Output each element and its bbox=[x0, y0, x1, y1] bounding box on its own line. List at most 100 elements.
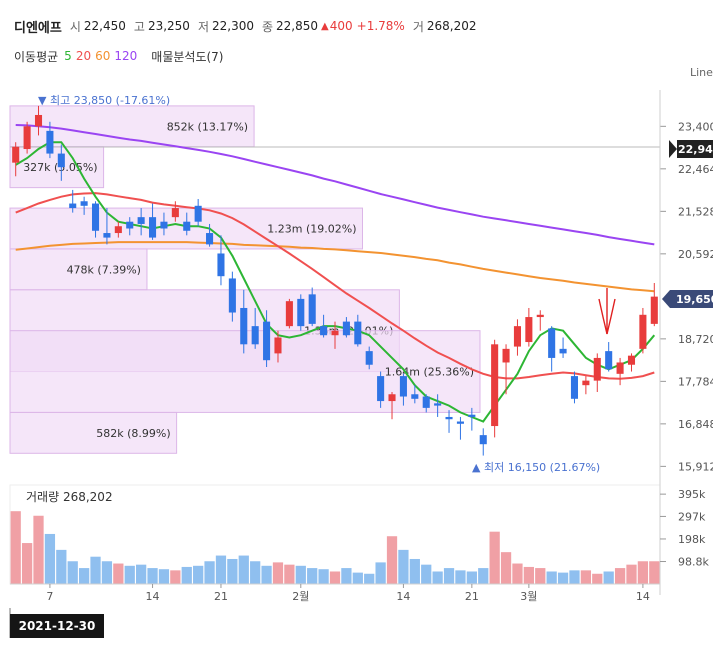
ma-title: 이동평균 bbox=[14, 49, 59, 64]
x-tick-label: 3월 bbox=[520, 590, 537, 603]
candle-body bbox=[331, 330, 339, 336]
candle-body bbox=[377, 376, 385, 402]
volume-profile-label: 852k (13.17%) bbox=[167, 120, 248, 133]
price-tick-label: 22,464 bbox=[678, 163, 713, 176]
volume-bar bbox=[193, 565, 204, 584]
candle-body bbox=[388, 394, 396, 402]
volume-bar bbox=[637, 561, 649, 584]
candle-body bbox=[34, 114, 43, 127]
candle-body bbox=[228, 278, 236, 313]
ma-60-line bbox=[15, 241, 655, 293]
candle-body bbox=[582, 380, 590, 386]
volume-bar bbox=[341, 568, 352, 584]
stock-name[interactable]: 디엔에프 bbox=[14, 20, 62, 36]
candle-body bbox=[206, 233, 214, 245]
candle-body bbox=[297, 298, 305, 327]
current-price-label: 22,946 bbox=[678, 143, 713, 156]
candle-body bbox=[171, 208, 179, 218]
volume-bar bbox=[398, 549, 409, 584]
volume-bar bbox=[569, 570, 580, 584]
volume-bar bbox=[33, 515, 44, 584]
candle-body bbox=[627, 355, 636, 365]
volume-bar bbox=[603, 571, 614, 584]
volume-value: 268,202 bbox=[426, 19, 477, 33]
x-tick-label: 21 bbox=[465, 590, 479, 603]
volume-bar bbox=[489, 531, 500, 584]
candle-body bbox=[342, 321, 350, 336]
volume-tick-label: 297k bbox=[678, 510, 706, 523]
volume-profile-label[interactable]: 매물분석도(7) bbox=[151, 49, 224, 64]
candle-body bbox=[12, 146, 20, 163]
candle-body bbox=[274, 337, 282, 354]
close-value: 22,850 bbox=[276, 19, 319, 33]
x-tick-label: 21 bbox=[214, 590, 228, 603]
volume-bar bbox=[101, 561, 113, 584]
candle-body bbox=[513, 326, 521, 347]
candle-body bbox=[114, 226, 122, 234]
moving-average-layer bbox=[15, 124, 656, 423]
volume-profile-label: 1.23m (19.02%) bbox=[267, 223, 356, 236]
volume-bar bbox=[364, 573, 375, 584]
volume-bar bbox=[261, 565, 272, 584]
candle-body bbox=[445, 416, 453, 420]
open-label: 시 bbox=[69, 19, 81, 34]
volume-bar bbox=[329, 571, 341, 584]
volume-tick-label: 198k bbox=[678, 533, 706, 546]
candle-body bbox=[285, 301, 293, 327]
candle-body bbox=[616, 362, 624, 374]
volume-bar bbox=[512, 563, 523, 584]
high-label: 고 bbox=[133, 19, 145, 34]
volume-bar bbox=[238, 555, 249, 584]
ma-20-label[interactable]: 20 bbox=[75, 49, 92, 63]
ma-60-label[interactable]: 60 bbox=[95, 49, 111, 63]
volume-bar bbox=[432, 571, 443, 584]
period-low-marker: ▲ 최저 16,150 (21.67%) bbox=[472, 461, 600, 474]
volume-bar bbox=[614, 568, 626, 584]
volume-bar bbox=[113, 563, 124, 584]
open-value: 22,450 bbox=[83, 19, 126, 33]
candle-body bbox=[605, 351, 613, 370]
last-price-tag: 19,650 bbox=[662, 290, 713, 308]
candle-body bbox=[570, 376, 579, 399]
volume-bar bbox=[158, 569, 170, 584]
candle-body bbox=[491, 344, 499, 427]
x-tick-label: 14 bbox=[146, 590, 160, 603]
volume-bar bbox=[455, 570, 466, 584]
change-value: 400 bbox=[329, 19, 353, 33]
candle-body bbox=[80, 201, 88, 206]
candle-layer bbox=[12, 105, 658, 456]
volume-bar bbox=[626, 564, 637, 584]
candle-body bbox=[548, 328, 556, 358]
price-tick-label: 21,528 bbox=[678, 205, 713, 218]
volume-bar bbox=[67, 561, 78, 584]
close-label: 종 bbox=[261, 19, 274, 34]
candle-body bbox=[194, 205, 202, 222]
x-tick-label: 7 bbox=[46, 590, 53, 603]
candle-body bbox=[126, 221, 134, 229]
volume-bar bbox=[227, 558, 238, 584]
ma-120-label[interactable]: 120 bbox=[114, 49, 138, 63]
candle-body bbox=[468, 414, 476, 417]
candle-body bbox=[593, 357, 601, 381]
low-label: 저 bbox=[197, 19, 209, 34]
candle-body bbox=[46, 130, 54, 154]
volume-bar bbox=[204, 561, 215, 584]
line-type-button[interactable]: Line bbox=[690, 66, 713, 79]
ma-5-label[interactable]: 5 bbox=[64, 49, 72, 63]
x-tick-label: 14 bbox=[636, 590, 650, 603]
volume-profile-box bbox=[9, 248, 148, 291]
axis-layer: 23,400 22,464 21,528 20,592 18,720 17,784 16,8… bbox=[10, 90, 713, 603]
moving-average-legend[interactable]: 이동평균 5 20 60 120 매물분석도(7) bbox=[14, 47, 229, 65]
candle-body bbox=[69, 203, 77, 209]
price-tick-label: 17,784 bbox=[678, 375, 713, 388]
volume-bar bbox=[375, 562, 386, 584]
price-tick-label: 23,400 bbox=[678, 120, 713, 133]
candle-body bbox=[639, 314, 647, 349]
candle-body bbox=[456, 421, 464, 424]
crosshair-date-label: 2021-12-30 bbox=[10, 614, 104, 638]
low-value: 22,300 bbox=[211, 19, 254, 33]
volume-bar bbox=[10, 511, 21, 584]
candle-body bbox=[160, 221, 168, 229]
volume-bar bbox=[147, 568, 158, 584]
